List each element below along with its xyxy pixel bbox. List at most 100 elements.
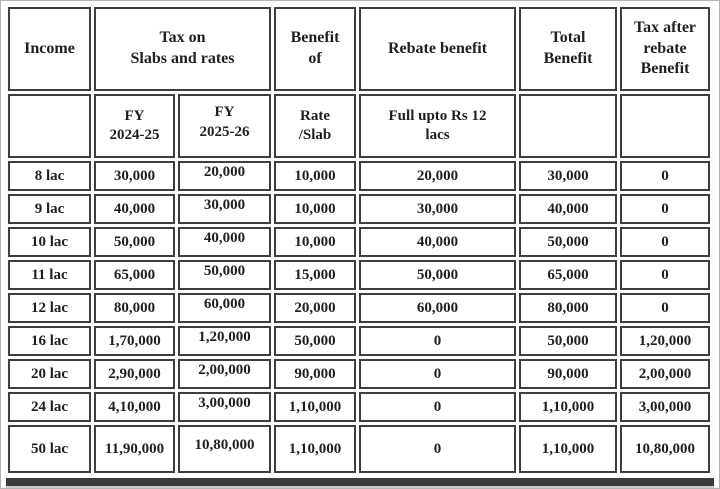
header-tax-after-rebate: Tax after rebate Benefit — [620, 7, 710, 91]
table-row-24-lac: 24 lac 4,10,000 3,00,000 1,10,000 0 1,10… — [8, 392, 710, 422]
rate-slab-cell: 10,000 — [274, 227, 356, 257]
header-rebate-full-upto: Full upto Rs 12 lacs — [359, 94, 516, 158]
tax-after-cell: 2,00,000 — [620, 359, 710, 389]
header-fy-2024-25: FY 2024-25 — [94, 94, 175, 158]
rebate-cell: 40,000 — [359, 227, 516, 257]
tax-after-cell: 0 — [620, 161, 710, 191]
rate-slab-cell: 10,000 — [274, 161, 356, 191]
rebate-cell: 60,000 — [359, 293, 516, 323]
tax-after-cell: 1,20,000 — [620, 326, 710, 356]
rate-slab-cell: 50,000 — [274, 326, 356, 356]
table-row-20-lac: 20 lac 2,90,000 2,00,000 90,000 0 90,000… — [8, 359, 710, 389]
income-cell: 50 lac — [8, 425, 91, 473]
rate-slab-cell: 90,000 — [274, 359, 356, 389]
rebate-cell: 0 — [359, 392, 516, 422]
header-tax-after-line3: Benefit — [640, 60, 690, 78]
tax-after-cell: 3,00,000 — [620, 392, 710, 422]
header-total-benefit: Total Benefit — [519, 7, 617, 91]
fy2425-cell: 2,90,000 — [94, 359, 175, 389]
fy2425-cell: 80,000 — [94, 293, 175, 323]
income-cell: 11 lac — [8, 260, 91, 290]
rebate-cell: 0 — [359, 359, 516, 389]
header-fy-2025-26-line2: 2025-26 — [199, 123, 250, 140]
income-cell: 12 lac — [8, 293, 91, 323]
income-cell: 9 lac — [8, 194, 91, 224]
tax-after-cell: 0 — [620, 293, 710, 323]
rate-slab-cell: 15,000 — [274, 260, 356, 290]
rebate-cell: 20,000 — [359, 161, 516, 191]
fy2526-cell: 2,00,000 — [178, 359, 271, 389]
table-row-9-lac: 9 lac 40,000 30,000 10,000 30,000 40,000… — [8, 194, 710, 224]
fy2526-cell: 20,000 — [178, 161, 271, 191]
fy2526-cell: 60,000 — [178, 293, 271, 323]
rebate-cell: 50,000 — [359, 260, 516, 290]
header-row-2: FY 2024-25 FY 2025-26 Rate /Slab Full up… — [8, 94, 710, 158]
rebate-cell: 0 — [359, 326, 516, 356]
table-row-50-lac: 50 lac 11,90,000 10,80,000 1,10,000 0 1,… — [8, 425, 710, 473]
tax-after-cell: 0 — [620, 194, 710, 224]
income-cell: 24 lac — [8, 392, 91, 422]
header-benefit-of-line1: Benefit — [290, 29, 340, 47]
header-tax-on-slabs-line1: Tax on — [159, 29, 206, 47]
fy2526-cell: 1,20,000 — [178, 326, 271, 356]
fy2526-cell: 40,000 — [178, 227, 271, 257]
fy2425-cell: 11,90,000 — [94, 425, 175, 473]
fy2526-cell: 50,000 — [178, 260, 271, 290]
tax-after-cell: 0 — [620, 227, 710, 257]
income-cell: 10 lac — [8, 227, 91, 257]
header-total-benefit-spacer-cell — [519, 94, 617, 158]
header-rate-slab-line1: Rate — [300, 107, 330, 124]
table-row-10-lac: 10 lac 50,000 40,000 10,000 40,000 50,00… — [8, 227, 710, 257]
fy2425-cell: 1,70,000 — [94, 326, 175, 356]
table-bottom-border-bar — [6, 478, 714, 488]
fy2425-cell: 30,000 — [94, 161, 175, 191]
header-fy-2025-26-line1: FY — [214, 104, 235, 120]
tax-after-cell: 0 — [620, 260, 710, 290]
header-tax-after-line1: Tax after — [633, 18, 697, 36]
header-tax-on-slabs-line2: Slabs and rates — [130, 50, 235, 67]
header-tax-after-line2: rebate — [643, 39, 687, 57]
total-benefit-cell: 30,000 — [519, 161, 617, 191]
rate-slab-cell: 20,000 — [274, 293, 356, 323]
header-benefit-of-line2: of — [308, 50, 322, 67]
table-row-12-lac: 12 lac 80,000 60,000 20,000 60,000 80,00… — [8, 293, 710, 323]
header-rate-slab: Rate /Slab — [274, 94, 356, 158]
header-fy-2024-25-line2: 2024-25 — [109, 127, 160, 143]
table-row-11-lac: 11 lac 65,000 50,000 15,000 50,000 65,00… — [8, 260, 710, 290]
header-fy-2025-26: FY 2025-26 — [178, 94, 271, 158]
rate-slab-cell: 1,10,000 — [274, 425, 356, 473]
total-benefit-cell: 90,000 — [519, 359, 617, 389]
tax-benefit-table: Income Tax on Slabs and rates Benefit of… — [5, 4, 713, 476]
header-rate-slab-line2: /Slab — [298, 127, 332, 143]
header-total-benefit-line1: Total — [550, 29, 586, 47]
total-benefit-cell: 1,10,000 — [519, 425, 617, 473]
total-benefit-cell: 40,000 — [519, 194, 617, 224]
header-income: Income — [8, 7, 91, 91]
income-cell: 8 lac — [8, 161, 91, 191]
table-row-16-lac: 16 lac 1,70,000 1,20,000 50,000 0 50,000… — [8, 326, 710, 356]
rate-slab-cell: 10,000 — [274, 194, 356, 224]
header-tax-after-spacer-cell — [620, 94, 710, 158]
income-cell: 20 lac — [8, 359, 91, 389]
header-row-1: Income Tax on Slabs and rates Benefit of… — [8, 7, 710, 91]
fy2425-cell: 4,10,000 — [94, 392, 175, 422]
table-row-8-lac: 8 lac 30,000 20,000 10,000 20,000 30,000… — [8, 161, 710, 191]
fy2526-cell: 10,80,000 — [178, 425, 271, 473]
fy2425-cell: 65,000 — [94, 260, 175, 290]
header-tax-on-slabs: Tax on Slabs and rates — [94, 7, 271, 91]
header-income-spacer-cell — [8, 94, 91, 158]
total-benefit-cell: 80,000 — [519, 293, 617, 323]
total-benefit-cell: 1,10,000 — [519, 392, 617, 422]
total-benefit-cell: 50,000 — [519, 227, 617, 257]
fy2425-cell: 50,000 — [94, 227, 175, 257]
total-benefit-cell: 50,000 — [519, 326, 617, 356]
tax-after-cell: 10,80,000 — [620, 425, 710, 473]
header-total-benefit-line2: Benefit — [543, 50, 593, 67]
rebate-cell: 30,000 — [359, 194, 516, 224]
income-cell: 16 lac — [8, 326, 91, 356]
header-rebate-full-line1: Full upto Rs 12 — [388, 107, 487, 124]
total-benefit-cell: 65,000 — [519, 260, 617, 290]
header-benefit-of: Benefit of — [274, 7, 356, 91]
fy2526-cell: 30,000 — [178, 194, 271, 224]
